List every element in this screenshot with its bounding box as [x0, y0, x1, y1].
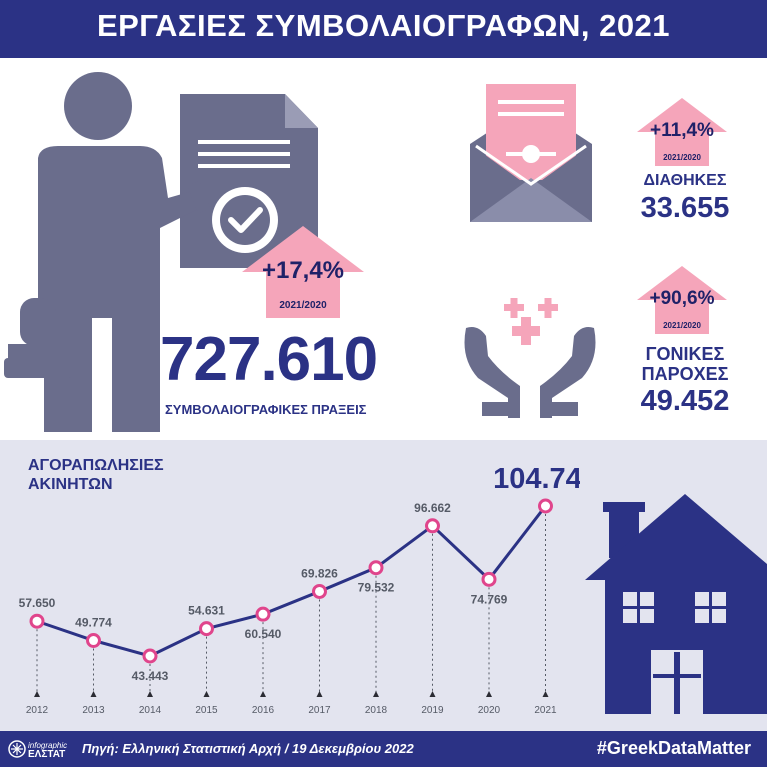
chart-title-line1: ΑΓΟΡΑΠΩΛΗΣΙΕΣ: [28, 457, 164, 474]
parental-change-arrow-icon: [637, 266, 727, 334]
footer-hashtag: #GreekDataMatter: [596, 738, 751, 758]
tick-marker: [429, 691, 436, 697]
main-change-value: +17,4%: [261, 257, 345, 284]
tick-marker: [90, 691, 97, 697]
year-label: 2015: [195, 705, 218, 716]
value-label: 79.532: [358, 581, 395, 595]
wills-change-value: +11,4%: [650, 120, 714, 141]
year-label: 2012: [26, 705, 49, 716]
data-point: [142, 648, 158, 664]
stamp-icon: [4, 298, 72, 378]
tick-marker: [373, 691, 379, 697]
notary-illustration: [4, 72, 318, 432]
value-label: 60.540: [245, 627, 282, 641]
data-point: [86, 633, 101, 649]
header-bar: [0, 0, 767, 58]
parental-change-value: +90,6%: [649, 288, 715, 309]
data-point: [481, 571, 497, 587]
wills-value: 33.655: [640, 192, 730, 224]
value-label: 57.650: [19, 596, 56, 610]
year-label: 2019: [421, 705, 444, 716]
data-point: [312, 583, 327, 599]
data-point: [29, 613, 45, 629]
chart-title-line2: ΑΚΙΝΗΤΩΝ: [28, 476, 113, 493]
parental-value: 49.452: [640, 385, 730, 417]
sales-line-chart: 2012 2013 2014 2015 2016 2017 2018 2019 2020 2021…: [19, 463, 580, 716]
tick-marker: [203, 691, 210, 697]
footer-logo-text-bottom: ΕΛΣΤΑΤ: [28, 749, 66, 760]
house-icon: [585, 494, 767, 714]
year-label: 2020: [478, 705, 501, 716]
data-point: [368, 560, 384, 576]
elstat-logo-icon: [8, 740, 26, 758]
value-label: 104.746: [493, 463, 580, 495]
tick-marker: [316, 691, 323, 697]
parental-change-period: 2021/2020: [663, 321, 701, 330]
wills-change-period: 2021/2020: [663, 153, 701, 162]
tick-marker: [34, 691, 40, 697]
series-line: [36, 505, 547, 658]
envelope-letter-icon: [470, 84, 592, 222]
main-change-period: 2021/2020: [279, 300, 327, 311]
footer-logo-text-top: infographic: [28, 741, 68, 750]
year-label: 2016: [252, 705, 275, 716]
chart-title: ΑΓΟΡΑΠΩΛΗΣΙΕΣ ΑΚΙΝΗΤΩΝ: [28, 456, 164, 494]
year-label: 2014: [139, 705, 162, 716]
value-label: 54.631: [188, 604, 225, 618]
footer-source: Πηγή: Ελληνική Στατιστική Αρχή / 19 Δεκε…: [82, 741, 414, 756]
tick-marker: [486, 691, 492, 697]
data-point: [538, 498, 553, 514]
footer-bar: [0, 731, 767, 767]
tick-marker: [260, 691, 266, 697]
value-label: 49.774: [75, 616, 112, 630]
tick-marker: [542, 691, 549, 697]
approved-seal-icon: [212, 187, 278, 253]
year-label: 2018: [365, 705, 388, 716]
parental-label-line2: ΠΑΡΟΧΕΣ: [641, 364, 729, 384]
tick-marker: [147, 691, 153, 697]
year-label: 2021: [534, 705, 557, 716]
main-change-arrow-icon: [242, 226, 364, 318]
wills-label: ΔΙΑΘΗΚΕΣ: [643, 172, 727, 189]
parental-label: ΓΟΝΙΚΕΣ ΠΑΡΟΧΕΣ: [620, 344, 750, 384]
data-point: [199, 621, 214, 637]
parental-label-line1: ΓΟΝΙΚΕΣ: [645, 344, 725, 364]
value-label: 74.769: [471, 592, 508, 606]
page-title: ΕΡΓΑΣΙΕΣ ΣΥΜΒΟΛΑΙΟΓΡΑΦΩΝ, 2021: [96, 8, 671, 43]
main-stat-value: 727.610: [160, 325, 378, 394]
data-point: [425, 518, 440, 534]
value-label: 96.662: [414, 501, 451, 515]
giving-hands-icon: [464, 298, 596, 418]
value-label: 43.443: [132, 669, 169, 683]
main-stat-label: ΣΥΜΒΟΛΑΙΟΓΡΑΦΙΚΕΣ ΠΡΑΞΕΙΣ: [165, 402, 367, 417]
person-icon: [38, 72, 210, 432]
value-label: 69.826: [301, 566, 338, 580]
year-label: 2017: [308, 705, 331, 716]
wills-change-arrow-icon: [637, 98, 727, 166]
data-point: [255, 606, 271, 622]
year-label: 2013: [82, 705, 105, 716]
